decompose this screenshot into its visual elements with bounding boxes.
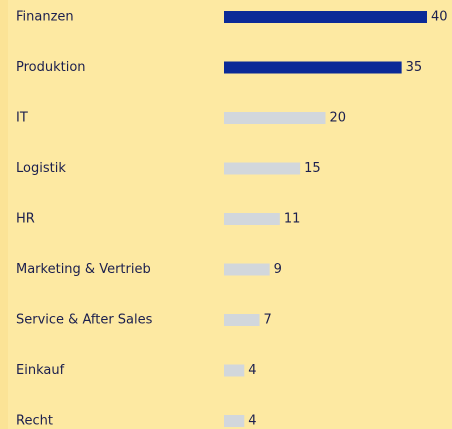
value-label: 40 — [431, 10, 448, 25]
category-label: Produktion — [16, 60, 86, 75]
left-strip — [0, 0, 8, 429]
bar — [224, 11, 427, 23]
value-label: 7 — [264, 313, 272, 328]
value-label: 9 — [274, 262, 282, 277]
category-label: Marketing & Vertrieb — [16, 262, 151, 277]
bar — [224, 61, 402, 74]
value-label: 4 — [248, 414, 256, 429]
value-label: 15 — [304, 161, 321, 176]
bar — [224, 364, 245, 377]
value-label: 4 — [248, 363, 256, 378]
value-label: 11 — [284, 212, 301, 227]
category-label: Einkauf — [16, 363, 65, 378]
bar — [224, 213, 280, 225]
bar — [224, 415, 245, 427]
category-label: Recht — [16, 414, 53, 429]
bar — [224, 112, 326, 124]
category-label: HR — [16, 212, 35, 227]
category-label: Service & After Sales — [16, 313, 153, 328]
value-label: 20 — [330, 111, 347, 126]
category-label: Finanzen — [16, 10, 74, 25]
bar — [224, 162, 301, 175]
category-label: IT — [16, 111, 28, 126]
value-label: 35 — [406, 60, 423, 75]
category-label: Logistik — [16, 161, 66, 176]
bar — [224, 263, 270, 276]
bar — [224, 314, 260, 326]
